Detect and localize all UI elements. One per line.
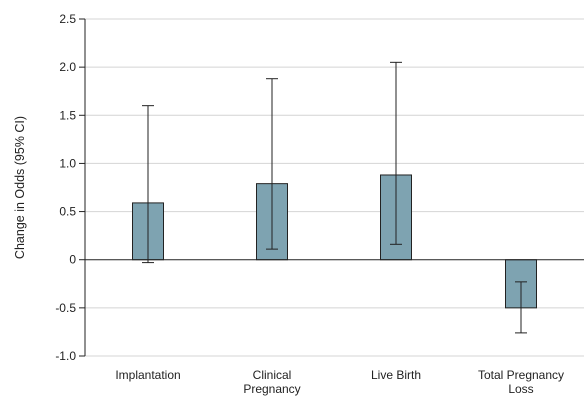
bars bbox=[132, 174, 537, 309]
y-tick-label: 2.5 bbox=[59, 12, 76, 26]
grid-lines bbox=[85, 18, 584, 357]
y-tick-label: 2.0 bbox=[59, 60, 76, 74]
x-category-label: Implantation bbox=[115, 368, 180, 382]
x-category-label: Total Pregnancy bbox=[478, 368, 564, 382]
y-tick-label: 1.5 bbox=[59, 108, 76, 122]
x-category-label: Loss bbox=[508, 382, 533, 396]
x-category-label: Pregnancy bbox=[243, 382, 300, 396]
y-axis-ticks: -1.0 -0.5 0 0.5 1.0 1.5 2.0 2.5 bbox=[55, 12, 85, 363]
y-tick-label: -0.5 bbox=[55, 301, 76, 315]
y-tick-label: -1.0 bbox=[55, 349, 76, 363]
y-axis-title: Change in Odds (95% CI) bbox=[13, 116, 27, 259]
x-category-label: Live Birth bbox=[371, 368, 421, 382]
x-category-label: Clinical bbox=[253, 368, 292, 382]
error-bars bbox=[142, 61, 527, 334]
y-tick-label: 0.5 bbox=[59, 205, 76, 219]
y-tick-label: 0 bbox=[69, 253, 76, 267]
y-tick-label: 1.0 bbox=[59, 156, 76, 170]
